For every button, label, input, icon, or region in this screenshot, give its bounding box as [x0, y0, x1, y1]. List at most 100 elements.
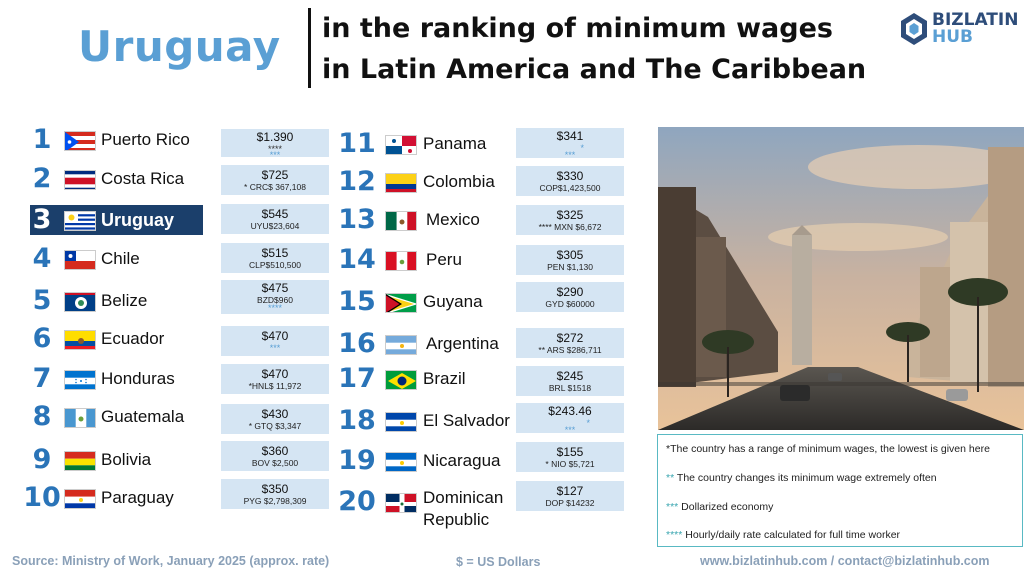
wage-box: $290 GYD $60000 [516, 282, 624, 312]
rank-number: 13 [338, 204, 376, 235]
rank-number: 17 [338, 363, 376, 394]
wage-value: $127 [556, 484, 584, 498]
flag-paraguay-icon [64, 489, 96, 509]
flag-colombia-icon [385, 173, 417, 193]
rank-number: 16 [338, 328, 376, 359]
legend-box: *The country has a range of minimum wage… [657, 434, 1023, 547]
wage-box: $243.46 * *** [516, 403, 624, 435]
wage-box: $305 PEN $1,130 [516, 245, 624, 275]
ranking-row: 20 Dominican Republic [337, 485, 507, 529]
country-name: Uruguay [101, 210, 175, 230]
country-name: El Salvador [423, 411, 510, 430]
legend-text-3: Dollarized economy [678, 501, 774, 513]
country-name: Belize [101, 291, 148, 310]
wage-note: CLP$510,500 [249, 260, 301, 270]
header-title: in the ranking of minimum wages in Latin… [322, 8, 866, 90]
legend-item-3: *** Dollarized economy [666, 501, 773, 513]
header-country: Uruguay [78, 22, 281, 71]
biz-latin-hub-logo-icon [901, 13, 927, 45]
wage-value: $360 [261, 444, 289, 458]
flag-bolivia-icon [64, 451, 96, 471]
flag-peru-icon [385, 251, 417, 271]
wage-box: $330 COP$1,423,500 [516, 166, 624, 196]
logo-line2: HUB [932, 27, 973, 47]
flag-ecuador-icon [64, 330, 96, 350]
flag-argentina-icon [385, 335, 417, 355]
wage-box: $325 **** MXN $6,672 [516, 205, 624, 235]
wage-note: GYD $60000 [545, 299, 595, 309]
wage-note: PYG $2,798,309 [243, 496, 307, 506]
header-divider [308, 8, 311, 88]
wage-box: $475 BZD$960 **** [221, 280, 329, 314]
wage-value: $330 [556, 169, 584, 183]
wage-box: $1.390 **** *** [221, 129, 329, 160]
flag-el-salvador-icon [385, 412, 417, 432]
wage-note: * [586, 418, 590, 428]
footer-source: Source: Ministry of Work, January 2025 (… [12, 554, 330, 568]
rank-number: 14 [338, 244, 376, 275]
wage-note: **** MXN $6,672 [538, 222, 602, 232]
country-name: Chile [101, 249, 140, 268]
wage-box: $341 * *** [516, 128, 624, 160]
wage-box: $272 ** ARS $286,711 [516, 328, 624, 358]
ranking-row: 8 Guatemala [22, 400, 202, 434]
wage-note: BRL $1518 [548, 383, 592, 393]
wage-note: * CRC$ 367,108 [244, 182, 306, 192]
country-name-line2: Republic [423, 510, 490, 529]
rank-number: 1 [32, 124, 52, 155]
ranking-row: 4 Chile [22, 242, 202, 276]
wage-box: $545 UYU$23,604 [221, 204, 329, 234]
country-name: Guatemala [101, 407, 185, 426]
wage-box: $470 *** [221, 326, 329, 356]
wage-note: UYU$23,604 [250, 221, 300, 231]
wage-note-2: **** [267, 303, 282, 313]
country-name: Brazil [423, 369, 466, 388]
rank-number: 8 [32, 401, 52, 432]
wage-box: $350 PYG $2,798,309 [221, 479, 329, 509]
ranking-row: 14 Peru [337, 243, 507, 277]
country-name: Ecuador [101, 329, 165, 348]
flag-guatemala-icon [64, 408, 96, 428]
country-name: Paraguay [101, 488, 174, 507]
wage-value: $243.46 [548, 404, 592, 418]
wage-value: $341 [556, 129, 584, 143]
flag-mexico-icon [385, 211, 417, 231]
wage-box: $245 BRL $1518 [516, 366, 624, 396]
rank-number: 15 [338, 286, 376, 317]
ranking-row: 2 Costa Rica [22, 162, 202, 196]
wage-value: $290 [556, 285, 584, 299]
flag-chile-icon [64, 250, 96, 270]
legend-item-4: **** Hourly/daily rate calculated for fu… [666, 529, 900, 541]
wage-value: $725 [261, 168, 289, 182]
flag-belize-icon [64, 292, 96, 312]
flag-panama-icon [385, 135, 417, 155]
flag-brazil-icon [385, 370, 417, 390]
flag-nicaragua-icon [385, 452, 417, 472]
wage-note: *** [269, 343, 281, 353]
wage-note: * GTQ $3,347 [248, 421, 302, 431]
ranking-row: 13 Mexico [337, 203, 507, 237]
header-title-line2: in Latin America and The Caribbean [322, 54, 867, 85]
ranking-row: 19 Nicaragua [337, 444, 507, 478]
wage-note: DOP $14232 [545, 498, 595, 508]
flag-honduras-icon [64, 370, 96, 390]
country-name: Guyana [423, 292, 483, 311]
ranking-row: 12 Colombia [337, 165, 507, 199]
wage-value: $515 [261, 246, 289, 260]
rank-number: 7 [32, 363, 52, 394]
wage-box: $515 CLP$510,500 [221, 243, 329, 273]
legend-text-4: Hourly/daily rate calculated for full ti… [682, 529, 901, 541]
legend-stars-3: *** [666, 501, 679, 513]
ranking-row: 11 Panama [337, 127, 507, 161]
legend-item-2: ** The country changes its minimum wage … [666, 472, 937, 484]
footer-website-link[interactable]: www.bizlatinhub.com / contact@bizlatinhu… [700, 554, 990, 568]
ranking-row: 10 Paraguay [22, 481, 202, 515]
wage-note: * [580, 143, 584, 153]
wage-value: $272 [556, 331, 584, 345]
country-name: Costa Rica [101, 169, 185, 188]
ranking-row: 16 Argentina [337, 327, 507, 361]
country-name: Bolivia [101, 450, 152, 469]
ranking-row-highlighted: 3 Uruguay [22, 203, 202, 237]
uruguay-highlight-bar [30, 205, 203, 235]
wage-box: $155 * NIO $5,721 [516, 442, 624, 472]
